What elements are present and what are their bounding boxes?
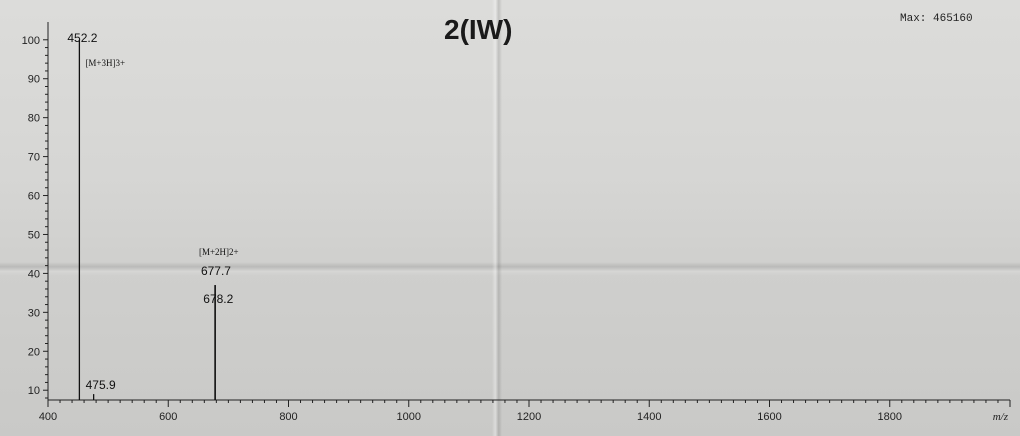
axes: 10 20 30 40 50 60 70 80 90 100 400 600 800 1000 1200 14… (22, 22, 1011, 423)
x-tick-label: 400 (39, 411, 57, 423)
peaks-group (78, 39, 216, 400)
peak-label: 677.7 (201, 264, 231, 278)
y-tick-label: 60 (28, 191, 40, 203)
x-axis-label: m/z (993, 411, 1009, 423)
x-tick-label: 800 (279, 411, 297, 423)
y-tick-label: 100 (22, 35, 40, 47)
peak-label: 475.9 (86, 378, 116, 392)
paper-fold-horizontal (0, 262, 1020, 276)
chart-title: 2(IW) (444, 14, 513, 45)
x-tick-label: 1200 (517, 411, 541, 423)
max-intensity-label: Max: 465160 (900, 13, 973, 25)
paper-fold-vertical (492, 0, 502, 436)
ion-label: [M+3H]3+ (85, 58, 125, 68)
x-tick-label: 1400 (637, 411, 661, 423)
y-tick-label: 20 (28, 346, 40, 358)
y-tick-label: 50 (28, 229, 40, 241)
x-tick-label: 600 (159, 411, 177, 423)
ion-label: [M+2H]2+ (199, 247, 239, 257)
y-tick-label: 70 (28, 152, 40, 164)
y-tick-label: 10 (28, 385, 40, 397)
x-tick-label: 1800 (878, 411, 902, 423)
peak-label: 678.2 (203, 292, 233, 306)
y-tick-label: 90 (28, 74, 40, 86)
peak-labels-group: 452.2 [M+3H]3+ 475.9 [M+2H]2+ 677.7 678.2 (67, 31, 238, 392)
x-tick-label: 1600 (757, 411, 781, 423)
y-tick-label: 40 (28, 268, 40, 280)
y-tick-label: 30 (28, 307, 40, 319)
y-tick-label: 80 (28, 113, 40, 125)
x-tick-label: 1000 (397, 411, 421, 423)
peak-label: 452.2 (67, 31, 97, 45)
